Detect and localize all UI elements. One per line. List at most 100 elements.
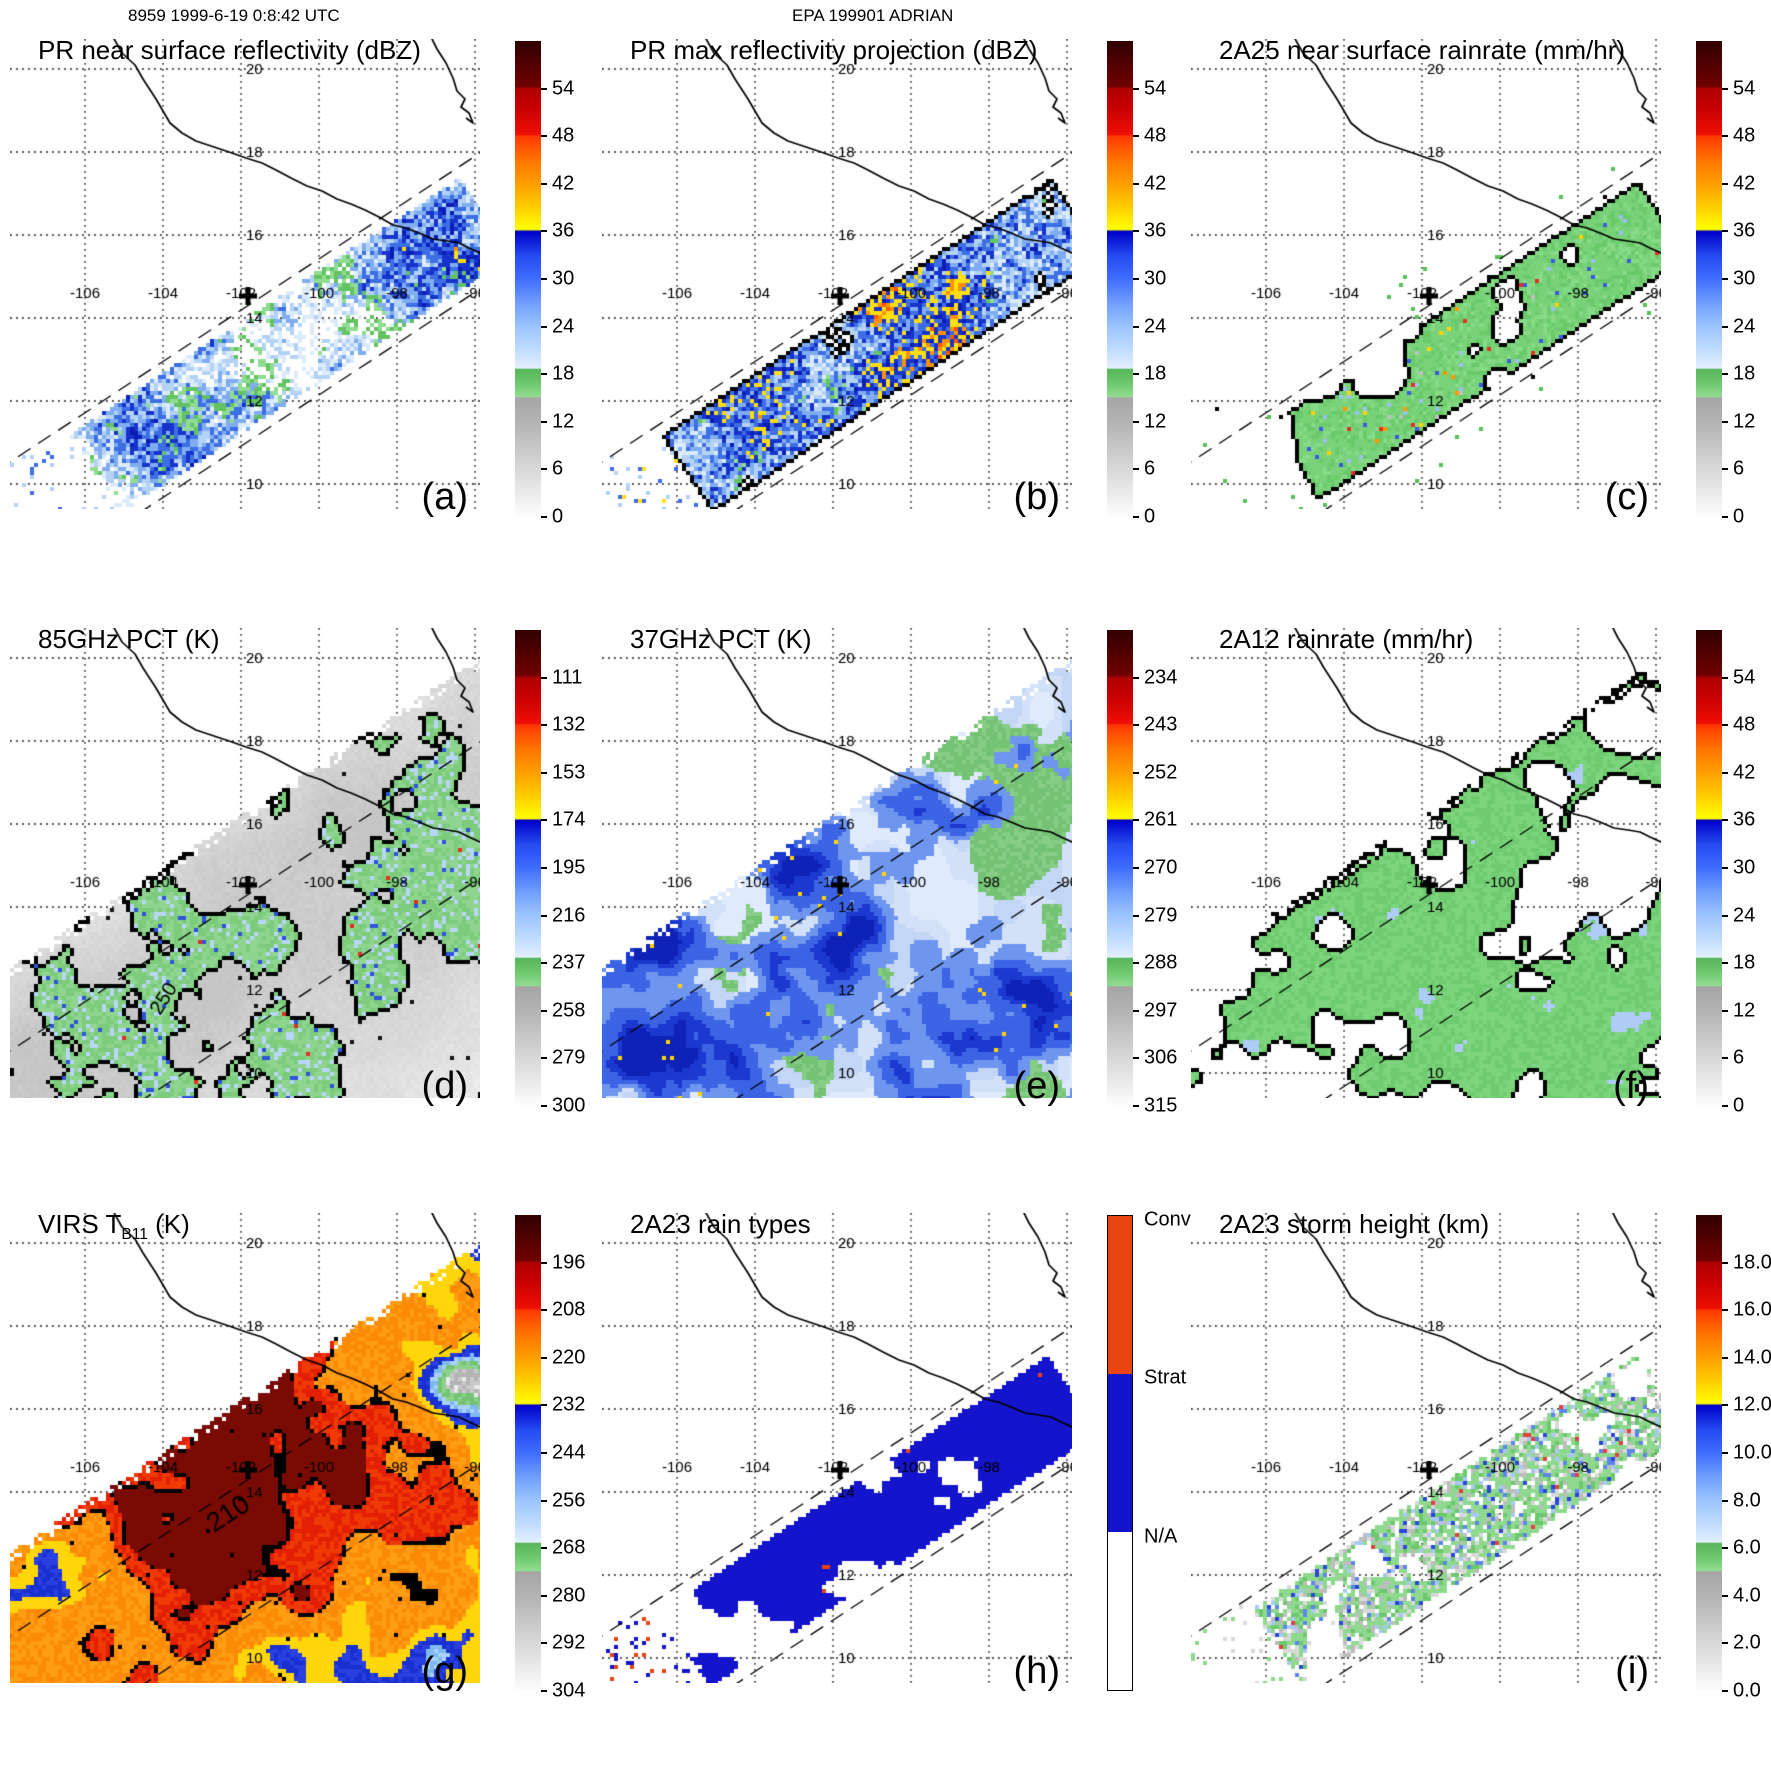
colorbar-tick-mark — [1722, 373, 1728, 376]
colorbar-tick-mark — [541, 1009, 547, 1012]
panel-letter-g: (g) — [421, 1650, 468, 1692]
colorbar-tick-label: 315 — [1144, 1094, 1178, 1117]
colorbar-tick-label: 252 — [1144, 761, 1178, 784]
colorbar-tick-mark — [541, 1057, 547, 1060]
colorbar-tick-mark — [1722, 1057, 1728, 1060]
panel-title-subscript: B11 — [121, 1226, 148, 1244]
panel-b: PR max reflectivity projection (dBZ) (b)… — [602, 35, 1182, 528]
colorbar-tick-label: N/A — [1144, 1525, 1178, 1548]
colorbar-categorical — [1107, 1215, 1133, 1691]
colorbar-tick-mark — [1722, 1452, 1728, 1454]
colorbar-tick-label: 0 — [1144, 505, 1156, 528]
colorbar-tick-label: 48 — [1733, 124, 1756, 147]
colorbar-tick-label: 300 — [552, 1094, 586, 1117]
colorbar-tick-label: 195 — [552, 856, 586, 879]
colorbar-tick-label: 18.0 — [1733, 1251, 1771, 1274]
panel-title-h: 2A23 rain types — [630, 1209, 811, 1244]
colorbar-tick-label: 256 — [552, 1489, 586, 1512]
colorbar-tick-label: 12 — [1144, 410, 1167, 433]
colorbar-tick-label: 6 — [1144, 457, 1156, 480]
colorbar-tick-mark — [1722, 1009, 1728, 1012]
colorbar-tick-mark — [1133, 182, 1139, 185]
colorbar-tick-mark — [541, 230, 547, 233]
colorbar-tick-label: 18 — [1144, 362, 1167, 385]
colorbar-tick-label: 306 — [1144, 1046, 1178, 1069]
colorbar-tick-label: 6.0 — [1733, 1536, 1761, 1559]
colorbar-tick-label: 14.0 — [1733, 1346, 1771, 1369]
map-canvas-a — [10, 39, 480, 509]
colorbar-tick-mark — [1722, 516, 1728, 518]
colorbar-tick-mark — [1722, 87, 1728, 90]
map-canvas-e — [602, 628, 1072, 1098]
colorbar-tick-mark — [541, 914, 547, 917]
colorbar-tick-label: 24 — [1144, 315, 1167, 338]
colorbar-tick-mark — [1722, 278, 1728, 280]
map-g: VIRS TB11 (K) (g) — [10, 1209, 480, 1692]
colorbar-tick-label: 244 — [552, 1441, 586, 1464]
colorbar-tick-label: 279 — [552, 1046, 586, 1069]
colorbar-tick-mark — [1722, 1404, 1728, 1407]
colorbar-tick-label: 288 — [1144, 951, 1178, 974]
panel-h: 2A23 rain types (h) Conv Strat N/A — [602, 1208, 1191, 1693]
colorbar-tick-mark — [1722, 914, 1728, 917]
colorbar-tick-label: 42 — [552, 172, 575, 195]
colorbar-gradient — [515, 41, 541, 517]
panel-title-d: 85GHz PCT (K) — [38, 624, 220, 659]
colorbar-tick-label: 42 — [1144, 172, 1167, 195]
colorbar-tick-label: 232 — [552, 1393, 586, 1416]
colorbar-tick-mark — [1133, 1105, 1139, 1107]
colorbar-tick-mark — [541, 1499, 547, 1502]
colorbar-tick-mark — [1133, 87, 1139, 90]
panel-title-text: 2A23 storm height (km) — [1219, 1209, 1490, 1239]
colorbar-tick-mark — [541, 867, 547, 869]
colorbar-tick-label: 42 — [1733, 761, 1756, 784]
colorbar-tick-label: 24 — [552, 315, 575, 338]
colorbar-tick-mark — [541, 1105, 547, 1107]
panel-title-e: 37GHz PCT (K) — [630, 624, 812, 659]
colorbar-tick-mark — [1133, 724, 1139, 727]
colorbar-tick-label: 6 — [552, 457, 564, 480]
colorbar-tick-mark — [541, 278, 547, 280]
colorbar-tick-mark — [1722, 325, 1728, 328]
colorbar-tick-mark — [1133, 1009, 1139, 1012]
panel-g: VIRS TB11 (K) (g) 196 208 220 232 244 256 268 2… — [10, 1209, 590, 1702]
panel-title-text: 2A12 rainrate (mm/hr) — [1219, 624, 1474, 654]
colorbar-tick-mark — [1722, 1309, 1728, 1312]
colorbar-tick-label: 54 — [552, 77, 575, 100]
colorbar-tick-mark — [1722, 468, 1728, 471]
colorbar-tick-mark — [1133, 420, 1139, 423]
colorbar-tick-label: 268 — [552, 1536, 586, 1559]
colorbar-tick-mark — [541, 420, 547, 423]
colorbar-tick-mark — [541, 1309, 547, 1312]
colorbar-tick-label: 30 — [552, 267, 575, 290]
panel-e: 37GHz PCT (K) (e) 234 243 252 261 270 279 288 2… — [602, 624, 1182, 1117]
colorbar-tick-label: Strat — [1144, 1366, 1187, 1389]
colorbar-tick-mark — [1133, 373, 1139, 376]
colorbar-gradient — [1107, 41, 1133, 517]
colorbar-tick-mark — [541, 962, 547, 965]
colorbar-tick-label: 132 — [552, 713, 586, 736]
colorbar-tick-label: 0 — [1733, 505, 1745, 528]
colorbar-tick-label: Conv — [1144, 1208, 1191, 1231]
panel-title-i: 2A23 storm height (km) — [1219, 1209, 1489, 1244]
panel-title-text: 2A23 rain types — [630, 1209, 811, 1239]
colorbar-tick-label: 18 — [1733, 951, 1756, 974]
map-b: PR max reflectivity projection (dBZ) (b) — [602, 35, 1072, 518]
colorbar-tick-mark — [541, 1690, 547, 1692]
colorbar-tick-mark — [1722, 1261, 1728, 1264]
colorbar-tick-label: 196 — [552, 1251, 586, 1274]
colorbar-tick-label: 2.0 — [1733, 1631, 1761, 1654]
colorbar-tick-label: 292 — [552, 1631, 586, 1654]
colorbar-tick-label: 304 — [552, 1679, 586, 1702]
colorbar-tick-mark — [1722, 1642, 1728, 1645]
colorbar-tick-mark — [541, 1356, 547, 1359]
colorbar-d: 111 132 153 174 195 216 237 258 279 300 — [515, 630, 625, 1117]
colorbar-tick-mark — [1722, 1499, 1728, 1502]
colorbar-segment-strat — [1108, 1373, 1132, 1533]
colorbar-tick-mark — [1133, 230, 1139, 233]
panel-c: 2A25 near surface rainrate (mm/hr) (c) 5… — [1191, 35, 1771, 528]
panel-title-text: 37GHz PCT (K) — [630, 624, 812, 654]
panel-title-text: PR max reflectivity projection (dBZ) — [630, 35, 1038, 65]
colorbar-tick-label: 12 — [552, 410, 575, 433]
colorbar-tick-mark — [1722, 420, 1728, 423]
